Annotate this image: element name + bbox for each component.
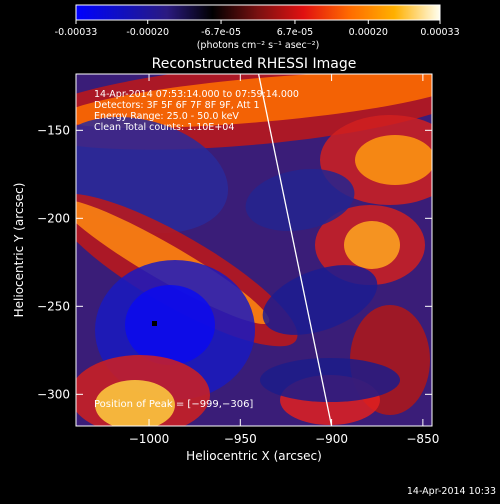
colorbar-tick-label: 0.00033 [420, 27, 459, 38]
observation-info: 14-Apr-2014 07:53:14.000 to 07:59:14.000… [94, 89, 299, 133]
x-tick-label: −850 [406, 432, 439, 446]
x-axis-ticks: −1000 −950 −900 −850 [129, 74, 439, 446]
colorbar-tick-label: -0.00020 [126, 27, 169, 38]
x-tick-label: −950 [224, 432, 257, 446]
emission-blob [95, 380, 175, 426]
x-tick-label: −1000 [129, 432, 170, 446]
solar-limb-line [257, 74, 333, 426]
y-tick-label: −150 [37, 123, 70, 137]
emission-blob [76, 74, 432, 129]
colorbar-unit-label: (photons cm⁻² s⁻¹ asec⁻²) [197, 40, 320, 51]
y-tick-label: −300 [37, 387, 70, 401]
colorbar-tick-label: -0.00033 [55, 27, 98, 38]
emission-blob [344, 221, 400, 269]
colorbar-tick-label: -6.7e-05 [201, 27, 241, 38]
emission-blob [245, 168, 355, 232]
info-line: Detectors: 3F 5F 6F 7F 8F 9F, Att 1 [94, 100, 260, 111]
colorbar-ticks: -0.00033 -0.00020 -6.7e-05 6.7e-05 0.00020 0.… [55, 20, 460, 38]
info-line: Energy Range: 25.0 - 50.0 keV [94, 111, 239, 122]
colorbar-tick-label: 0.00020 [349, 27, 388, 38]
emission-blob [262, 265, 378, 335]
y-tick-label: −200 [37, 211, 70, 225]
y-axis-label: Heliocentric Y (arcsec) [12, 183, 26, 318]
emission-map [76, 74, 432, 426]
info-line: Clean Total counts: 1.10E+04 [94, 122, 234, 133]
peak-position-label: Position of Peak = [−999,−306] [94, 399, 253, 410]
x-axis-label: Heliocentric X (arcsec) [186, 449, 322, 463]
emission-blob [125, 285, 215, 365]
footer-timestamp: 14-Apr-2014 10:33 [407, 486, 496, 497]
heatmap-area [76, 74, 432, 426]
y-tick-label: −250 [37, 299, 70, 313]
emission-blob [260, 358, 400, 402]
info-line: 14-Apr-2014 07:53:14.000 to 07:59:14.000 [94, 89, 299, 100]
x-tick-label: −900 [315, 432, 348, 446]
colorbar [75, 4, 441, 21]
peak-marker [152, 321, 157, 326]
colorbar-tick-label: 6.7e-05 [277, 27, 313, 38]
plot-frame [75, 73, 433, 427]
emission-blob [355, 135, 432, 185]
chart-title: Reconstructed RHESSI Image [152, 56, 357, 72]
y-axis-ticks: −300 −250 −200 −150 [37, 123, 432, 401]
